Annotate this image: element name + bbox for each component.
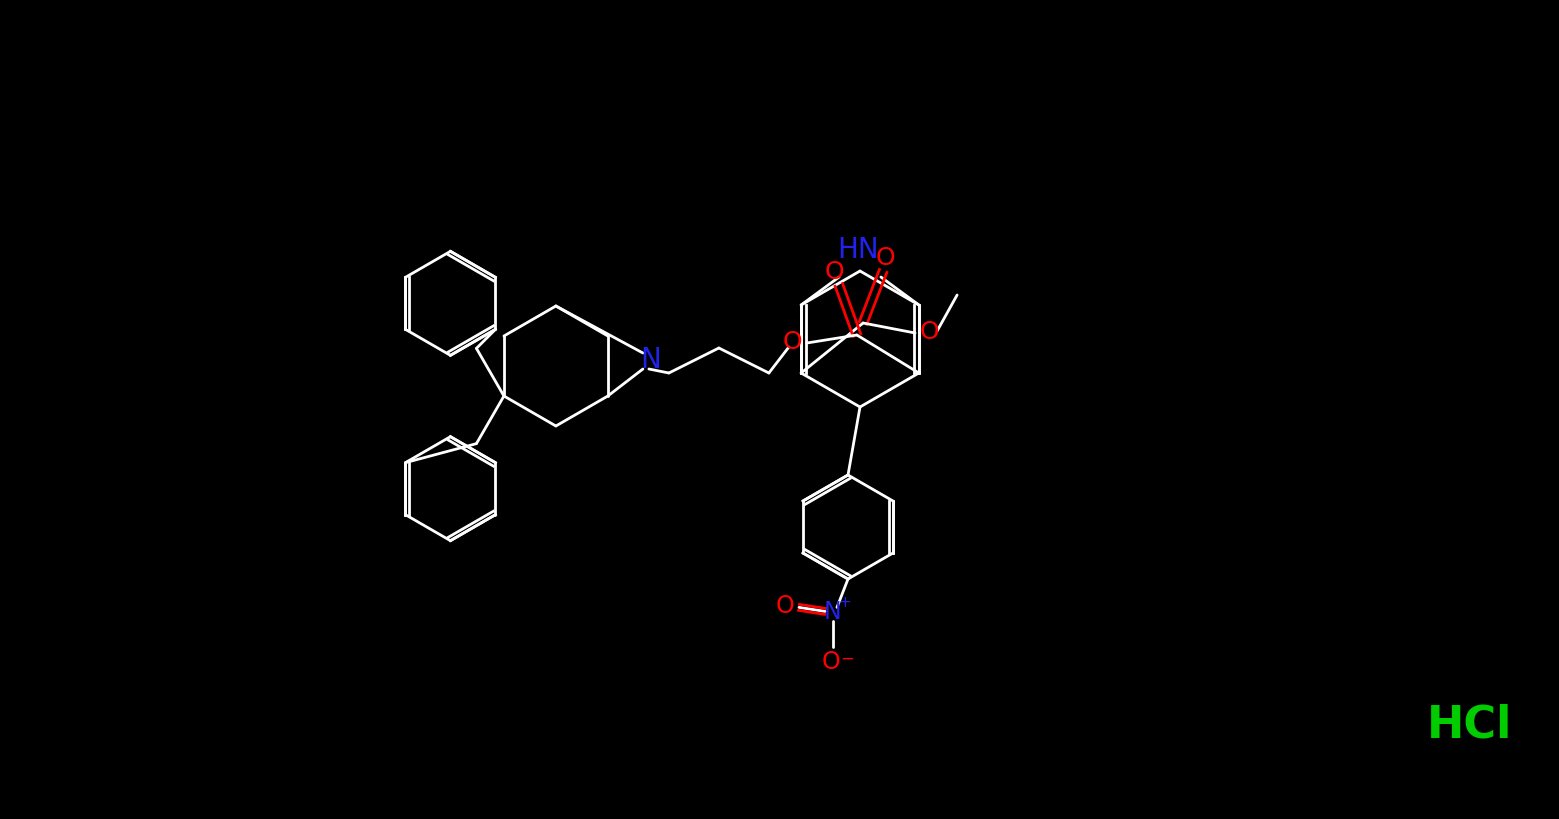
Text: N: N (825, 600, 842, 623)
Text: N: N (641, 346, 661, 373)
Text: O: O (822, 649, 840, 673)
Text: HCl: HCl (1428, 703, 1512, 745)
Text: O: O (783, 329, 803, 354)
Text: −: − (840, 649, 854, 667)
Text: HN: HN (837, 236, 879, 264)
Text: O: O (875, 246, 895, 269)
Text: O: O (776, 594, 795, 618)
Text: O: O (825, 260, 845, 283)
Text: +: + (839, 594, 851, 609)
Text: O: O (920, 319, 939, 344)
